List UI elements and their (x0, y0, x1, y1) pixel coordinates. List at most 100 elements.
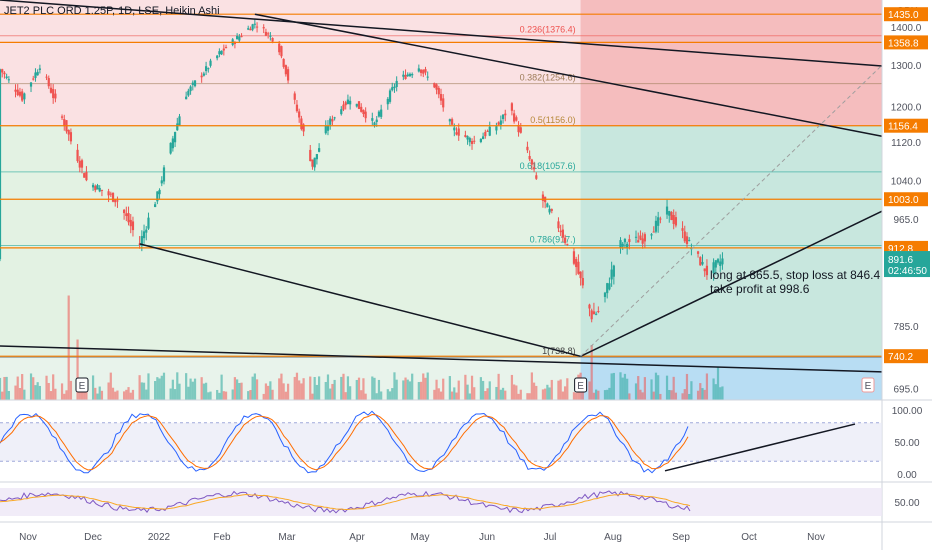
candle (116, 200, 119, 202)
volume-bar (375, 393, 378, 400)
volume-bar (18, 388, 22, 400)
candle (541, 194, 545, 201)
candle (80, 160, 84, 168)
volume-bar (364, 393, 367, 400)
volume-bar (271, 389, 274, 400)
candle (530, 159, 533, 165)
volume-bar (29, 373, 33, 400)
candle (109, 193, 112, 195)
volume-bar (470, 375, 474, 400)
stoch-k-line (0, 410, 689, 474)
price-tag-2 (884, 118, 928, 133)
candle (588, 304, 591, 309)
volume-bar (422, 373, 425, 400)
volume-bar (595, 389, 598, 400)
volume-bar (247, 391, 250, 400)
candle (606, 283, 609, 294)
volume-bar (603, 390, 607, 400)
volume-bar (473, 387, 476, 400)
price-tag-6 (884, 349, 928, 364)
volume-bar (224, 391, 228, 400)
candle (393, 86, 396, 89)
candle (683, 231, 686, 242)
candle (714, 260, 717, 268)
volume-bar (597, 390, 600, 400)
candle (360, 106, 363, 112)
volume-bar (484, 391, 487, 400)
candle (435, 84, 438, 90)
candle (377, 111, 381, 117)
candle (371, 118, 374, 121)
candle (448, 119, 451, 122)
candle (641, 238, 644, 244)
candle (54, 93, 57, 99)
volume-bar (83, 388, 86, 400)
candle (236, 36, 239, 40)
volume-bar (712, 378, 715, 400)
candle (286, 69, 290, 81)
candle (406, 74, 409, 77)
price-tag-label-3: 1003.0 (888, 195, 919, 206)
volume-bar (176, 372, 179, 400)
price-tag-3 (884, 192, 928, 207)
volume-bar (209, 391, 212, 400)
candle (160, 180, 163, 184)
volume-bar (122, 391, 126, 400)
price-tag-label-1: 1358.8 (888, 38, 919, 49)
volume-bar (377, 379, 381, 400)
candle (603, 292, 607, 297)
candle (488, 126, 491, 136)
candle (388, 90, 392, 102)
candle (442, 98, 445, 108)
volume-bar (433, 389, 436, 400)
volume-bar (672, 376, 675, 400)
downtrend-1 (0, 0, 883, 67)
volume-bar (7, 391, 10, 400)
earnings-marker-label-0: E (79, 381, 86, 392)
volume-bar (5, 376, 8, 400)
candle (202, 73, 205, 76)
volume-bar (138, 375, 141, 400)
candle (566, 243, 569, 245)
candle (357, 101, 361, 109)
price-axis-tick-6: 785.0 (893, 322, 918, 333)
time-axis-label-0: Nov (19, 532, 37, 543)
candle (712, 262, 715, 274)
volume-bar (590, 345, 593, 400)
volume-bar (652, 391, 655, 400)
volume-bar (546, 384, 549, 400)
volume-bar (189, 378, 192, 400)
volume-bar (592, 392, 596, 400)
candle (701, 261, 704, 265)
candle (298, 111, 301, 118)
volume-bar (716, 367, 720, 400)
candle (340, 109, 343, 115)
candle (100, 189, 104, 191)
time-axis-label-9: Aug (604, 532, 622, 543)
candle (83, 173, 86, 178)
candle (699, 257, 702, 266)
volume-bar (47, 382, 50, 400)
candle (21, 91, 24, 101)
volume-bar (362, 378, 365, 400)
candle (1, 69, 4, 73)
candle (373, 122, 376, 126)
candle (329, 118, 332, 125)
candle (111, 192, 115, 202)
candle (457, 128, 460, 136)
uptrend (580, 210, 883, 357)
volume-bar (659, 393, 662, 400)
candle (293, 93, 296, 100)
candle (162, 167, 166, 182)
time-axis-label-1: Dec (84, 532, 102, 543)
candle (127, 213, 130, 223)
candle (0, 69, 2, 260)
volume-bar (187, 386, 190, 400)
volume-bar (313, 377, 316, 400)
volume-bar (114, 391, 117, 400)
volume-bar (696, 390, 700, 400)
volume-bar (544, 388, 547, 400)
volume-bar (346, 376, 350, 400)
volume-bar (721, 386, 724, 400)
